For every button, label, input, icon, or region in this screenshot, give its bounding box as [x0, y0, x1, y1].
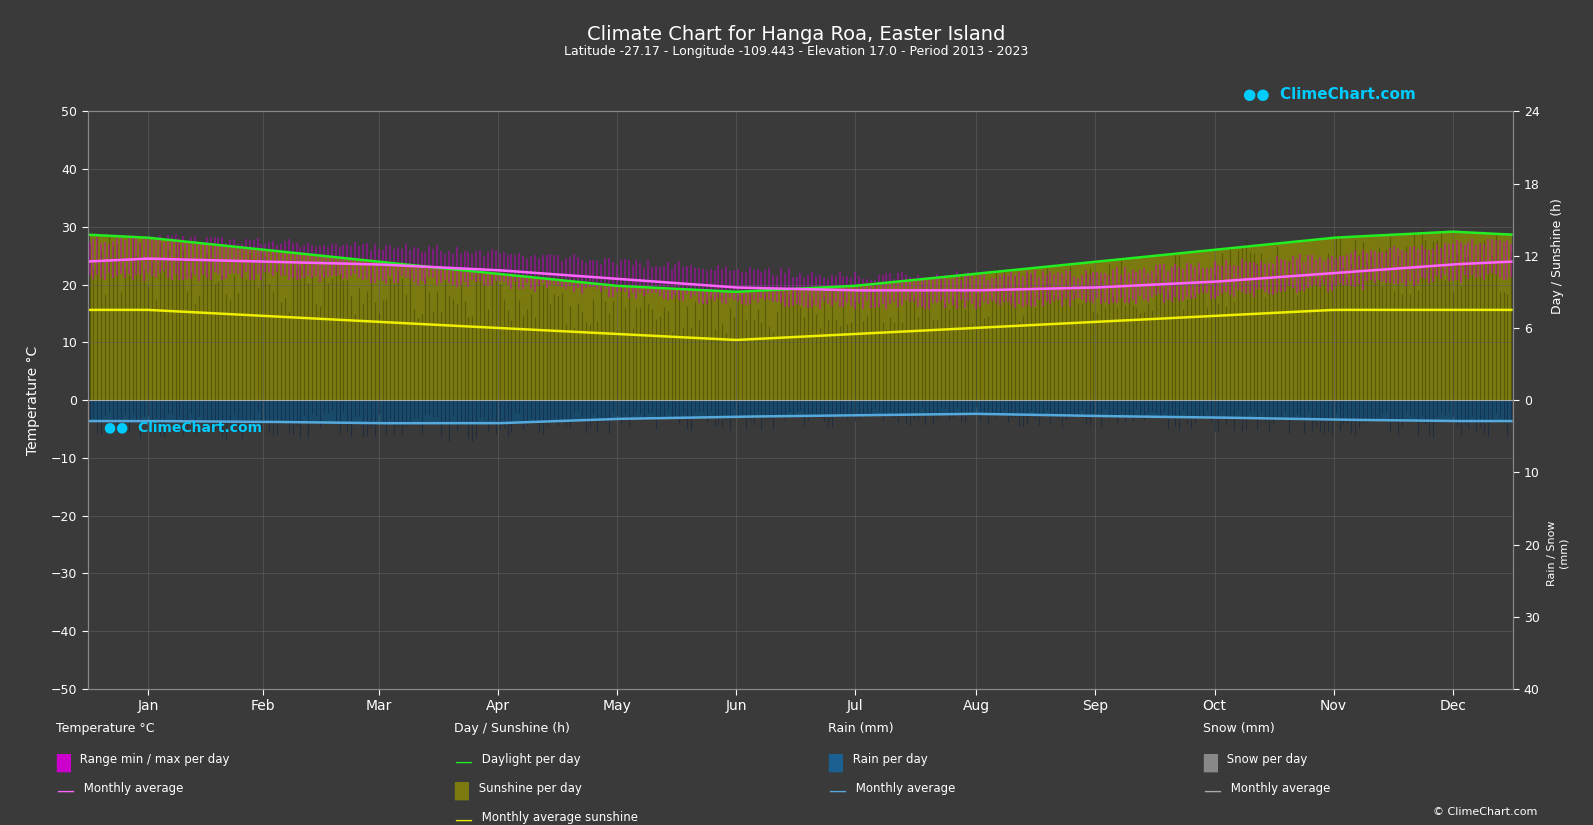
- Text: —: —: [828, 782, 846, 800]
- Text: Snow (mm): Snow (mm): [1203, 722, 1274, 735]
- Text: Day / Sunshine (h): Day / Sunshine (h): [454, 722, 570, 735]
- Text: Snow per day: Snow per day: [1223, 753, 1308, 766]
- Y-axis label: Temperature °C: Temperature °C: [25, 346, 40, 455]
- Text: █: █: [1203, 753, 1217, 771]
- Text: Monthly average sunshine: Monthly average sunshine: [478, 811, 637, 824]
- Text: Monthly average: Monthly average: [80, 782, 183, 795]
- Text: —: —: [454, 811, 472, 825]
- Text: █: █: [828, 753, 843, 771]
- Text: —: —: [1203, 782, 1220, 800]
- Text: Latitude -27.17 - Longitude -109.443 - Elevation 17.0 - Period 2013 - 2023: Latitude -27.17 - Longitude -109.443 - E…: [564, 45, 1029, 59]
- Text: Rain per day: Rain per day: [849, 753, 927, 766]
- Text: —: —: [454, 753, 472, 771]
- Text: ●●  ClimeChart.com: ●● ClimeChart.com: [1243, 87, 1415, 101]
- Text: Monthly average: Monthly average: [852, 782, 956, 795]
- Text: Temperature °C: Temperature °C: [56, 722, 155, 735]
- Text: Daylight per day: Daylight per day: [478, 753, 580, 766]
- Text: © ClimeChart.com: © ClimeChart.com: [1432, 807, 1537, 817]
- Text: Rain (mm): Rain (mm): [828, 722, 894, 735]
- Text: Monthly average: Monthly average: [1227, 782, 1330, 795]
- Text: Climate Chart for Hanga Roa, Easter Island: Climate Chart for Hanga Roa, Easter Isla…: [588, 25, 1005, 44]
- Text: Sunshine per day: Sunshine per day: [475, 782, 581, 795]
- Text: Range min / max per day: Range min / max per day: [76, 753, 229, 766]
- Text: Rain / Snow
(mm): Rain / Snow (mm): [1547, 520, 1569, 586]
- Text: ●●  ClimeChart.com: ●● ClimeChart.com: [104, 421, 261, 435]
- Text: █: █: [454, 782, 468, 800]
- Text: Day / Sunshine (h): Day / Sunshine (h): [1552, 198, 1564, 314]
- Text: █: █: [56, 753, 70, 771]
- Text: —: —: [56, 782, 73, 800]
